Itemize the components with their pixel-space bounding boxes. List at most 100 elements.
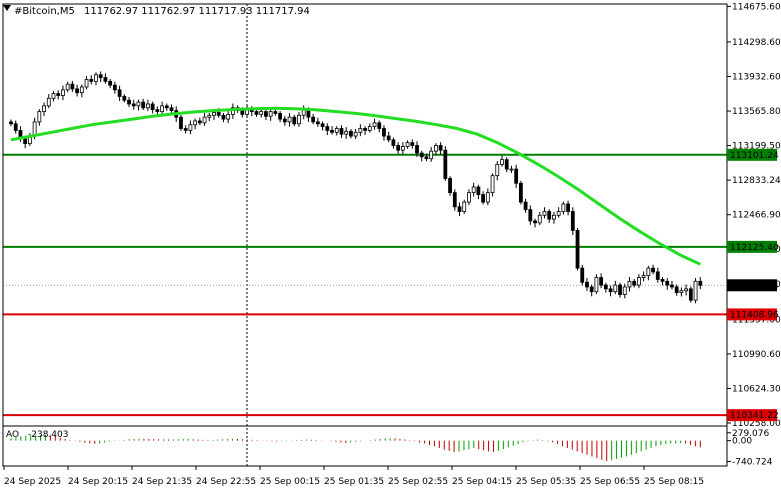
candle-body <box>112 84 117 91</box>
candle-body <box>358 128 363 133</box>
candle-body <box>429 150 434 160</box>
candle-body <box>603 284 608 290</box>
candle-body <box>410 142 415 146</box>
candle-body <box>287 116 292 123</box>
candle-body <box>684 288 689 292</box>
candle-body <box>670 284 674 288</box>
candle-body <box>386 135 391 141</box>
candle-body <box>523 201 528 211</box>
candle-body <box>282 118 287 123</box>
candle-body <box>665 280 670 286</box>
candle-body <box>391 139 396 146</box>
x-tick-label: 25 Sep 04:15 <box>452 477 512 487</box>
labels: 114675.60 114298.60 113932.60 113565.80 1131… <box>4 2 781 487</box>
candle-body <box>160 105 164 112</box>
candle-body <box>400 146 405 151</box>
y-tick-label: 112466.90 <box>732 211 781 221</box>
candle-body <box>353 131 358 137</box>
x-tick-label: 24 Sep 22:55 <box>196 477 256 487</box>
candle-body <box>599 277 604 286</box>
y-tick-label: 110624.30 <box>732 384 781 394</box>
candle-body <box>349 130 353 137</box>
candle-body <box>9 121 13 125</box>
candle-body <box>70 83 75 90</box>
candle-body <box>325 126 330 131</box>
level-tag-resistance <box>727 409 777 422</box>
candle-body <box>481 194 486 203</box>
candle-body <box>377 122 382 129</box>
level-tag-support <box>727 148 777 161</box>
candle-body <box>476 186 481 195</box>
candle-body <box>122 96 127 101</box>
level-tag-label: 110341.22 <box>730 411 779 421</box>
candle-body <box>155 109 160 112</box>
candle-body <box>608 288 613 293</box>
candle-body <box>679 290 684 294</box>
candle-body <box>226 113 231 120</box>
y-tick-label: 113199.50 <box>732 142 781 152</box>
candle-body <box>575 229 580 269</box>
candle-body <box>146 103 150 109</box>
candle-body <box>150 103 155 111</box>
candle-body <box>164 105 169 109</box>
candle-body <box>61 89 65 96</box>
header-ohlc: 111762.97 111762.97 111717.93 111717.94 <box>84 6 310 17</box>
candle-body <box>216 112 221 116</box>
y-tick-label: 114298.60 <box>732 38 781 48</box>
candle-body <box>504 159 509 170</box>
candle-body <box>566 203 570 212</box>
x-tick-label: 25 Sep 06:55 <box>580 477 640 487</box>
expand-triangle-icon[interactable] <box>3 5 11 11</box>
level-tag-label: 112125.40 <box>730 243 779 253</box>
candle-body <box>315 121 320 125</box>
candle-body <box>500 159 504 165</box>
candle-body <box>655 271 660 280</box>
candle-body <box>207 114 212 118</box>
candle-body <box>613 284 618 293</box>
candle-body <box>509 168 514 171</box>
candle-body <box>46 97 51 107</box>
x-tick-label: 24 Sep 21:35 <box>132 477 192 487</box>
candle-body <box>641 275 646 278</box>
moving-average <box>10 106 701 266</box>
indicator-value: -238.403 <box>28 430 68 440</box>
candle-body <box>556 211 561 216</box>
candle-body <box>514 168 519 184</box>
x-tick-label: 25 Sep 00:15 <box>260 477 320 487</box>
candle-body <box>415 145 419 154</box>
ao-y-tick-label: -740.724 <box>732 457 773 467</box>
candle-body <box>89 79 94 82</box>
candle-body <box>570 211 575 231</box>
candle-body <box>443 149 448 179</box>
candle-body <box>197 120 202 124</box>
level-tag-resistance <box>727 308 777 321</box>
level-tag-support <box>727 240 777 253</box>
candle-body <box>202 116 207 124</box>
candle-body <box>179 116 183 129</box>
candle-body <box>547 211 552 220</box>
candle-body <box>240 110 245 115</box>
candle-body <box>419 152 424 158</box>
candle-body <box>344 130 349 135</box>
candle-body <box>320 123 325 128</box>
y-tick-label: 113932.60 <box>732 72 781 82</box>
candle-body <box>580 267 585 283</box>
candle-body <box>594 277 599 293</box>
ao-y-tick-label: 279.076 <box>732 429 769 439</box>
candle-body <box>221 114 226 120</box>
candle-body <box>424 156 429 160</box>
plot-frame <box>2 3 728 467</box>
x-tick-label: 25 Sep 01:35 <box>324 477 384 487</box>
candle-body <box>339 128 344 135</box>
candle-body <box>56 93 61 96</box>
candle-body <box>646 267 651 277</box>
candle-body <box>448 178 452 194</box>
current-price-label: 111717.94 <box>730 281 779 291</box>
candle-body <box>438 145 443 151</box>
candle-body <box>79 86 84 94</box>
candle-body <box>471 186 476 194</box>
candle-body <box>542 211 547 216</box>
candle-body <box>674 286 679 294</box>
candle-body <box>561 203 566 212</box>
ao-y-tick-label: 0.00 <box>732 437 752 447</box>
